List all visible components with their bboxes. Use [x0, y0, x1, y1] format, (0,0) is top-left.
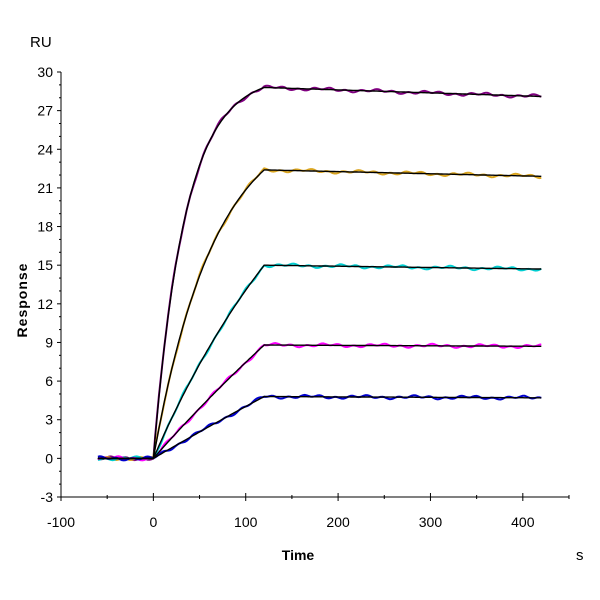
y-tick-label: -3 [41, 489, 54, 505]
fit-curve-conc-5 [97, 395, 542, 460]
y-axis-title: Response [14, 263, 30, 338]
x-axis: -100 0 100 200 300 400 [47, 493, 570, 530]
y-unit-label: RU [30, 34, 52, 51]
y-tick-label: 15 [37, 257, 53, 273]
raw-curve-conc-2 [97, 167, 542, 462]
x-tick-label: 300 [419, 514, 443, 530]
x-tick-label: 400 [511, 514, 535, 530]
fit-curve-conc-1 [97, 86, 542, 460]
y-tick-label: 3 [45, 412, 53, 428]
x-tick-label: -100 [47, 514, 75, 530]
fit-curves [97, 86, 542, 460]
y-tick-label: 0 [45, 450, 53, 466]
x-tick-label: 200 [326, 514, 350, 530]
raw-curve-conc-3 [97, 262, 542, 462]
y-axis: -3 0 3 6 9 12 15 18 21 24 27 30 [37, 64, 62, 505]
x-axis-title: Time [282, 547, 315, 563]
fit-curve-conc-2 [97, 169, 542, 460]
x-unit-label: s [576, 547, 584, 564]
fit-curve-conc-3 [97, 264, 542, 460]
fit-curve-conc-4 [97, 344, 542, 460]
y-tick-label: 6 [45, 373, 53, 389]
y-tick-label: 12 [37, 296, 53, 312]
y-tick-label: 24 [37, 141, 53, 157]
y-tick-label: 27 [37, 103, 53, 119]
y-tick-label: 21 [37, 180, 53, 196]
y-tick-label: 9 [45, 334, 53, 350]
y-tick-label: 18 [37, 219, 53, 235]
y-tick-label: 30 [37, 64, 53, 80]
x-tick-label: 0 [149, 514, 157, 530]
x-tick-label: 100 [234, 514, 258, 530]
